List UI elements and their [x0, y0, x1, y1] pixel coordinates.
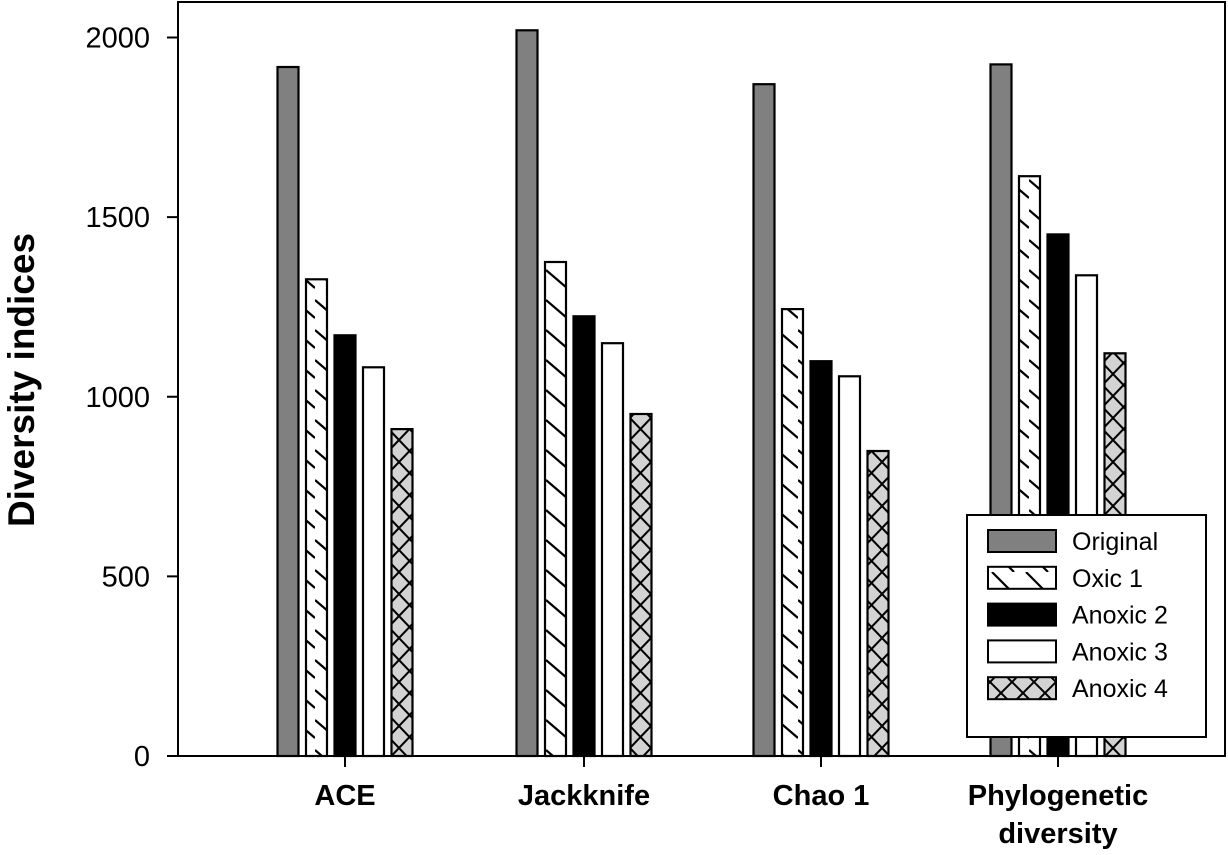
x-category-label: diversity	[998, 818, 1117, 850]
legend-swatch-original	[987, 529, 1057, 553]
legend-label-anoxic-3: Anoxic 3	[1072, 638, 1168, 666]
plot-frame	[177, 1, 1226, 757]
bar-anoxic-2-jackknife	[572, 315, 596, 758]
y-tick-label: 500	[102, 561, 150, 593]
bar-original-ace	[276, 65, 300, 758]
legend-label-anoxic-2: Anoxic 2	[1072, 602, 1168, 630]
y-axis: 0 500 1000 1500 2000	[85, 23, 178, 773]
bar-oxic-1-chao-1	[780, 308, 805, 758]
legend: Original Oxic 1 Anoxic 2 Anoxic 3 Anoxic 4	[966, 514, 1207, 738]
bar-anoxic-2-chao-1	[809, 360, 833, 758]
x-category-label: Jackknife	[518, 780, 650, 812]
x-category-label: Chao 1	[773, 780, 870, 812]
legend-label-original: Original	[1072, 528, 1158, 556]
x-category-label: Phylogenetic	[968, 780, 1149, 812]
legend-label-anoxic-4: Anoxic 4	[1072, 675, 1168, 703]
bar-anoxic-3-ace	[361, 366, 386, 758]
legend-swatch-anoxic-4	[987, 676, 1057, 701]
y-tick-label: 0	[134, 741, 150, 773]
x-axis: ACE Jackknife Chao 1 Phylogenetic diversity	[314, 756, 1148, 850]
bar-original-chao-1	[752, 83, 776, 758]
legend-swatch-oxic-1	[987, 565, 1057, 590]
bar-oxic-1-ace	[304, 278, 329, 758]
bar-anoxic-3-chao-1	[837, 375, 862, 758]
bar-anoxic-4-jackknife	[629, 412, 653, 758]
bar-anoxic-3-jackknife	[600, 342, 625, 758]
legend-swatch-anoxic-3	[987, 639, 1057, 664]
bar-oxic-1-jackknife	[543, 260, 568, 758]
y-axis-label: Diversity indices	[1, 233, 42, 527]
bar-anoxic-4-ace	[390, 428, 414, 758]
bar-anoxic-4-chao-1	[866, 449, 890, 758]
y-tick-label: 1000	[85, 382, 150, 414]
legend-swatch-anoxic-2	[987, 602, 1057, 627]
legend-label-oxic-1: Oxic 1	[1072, 565, 1143, 593]
bar-anoxic-2-ace	[333, 334, 357, 758]
x-category-label: ACE	[314, 780, 375, 812]
y-tick-label: 2000	[85, 23, 150, 55]
bar-original-jackknife	[515, 29, 539, 758]
bars-layer	[276, 29, 1127, 758]
y-tick-label: 1500	[85, 202, 150, 234]
